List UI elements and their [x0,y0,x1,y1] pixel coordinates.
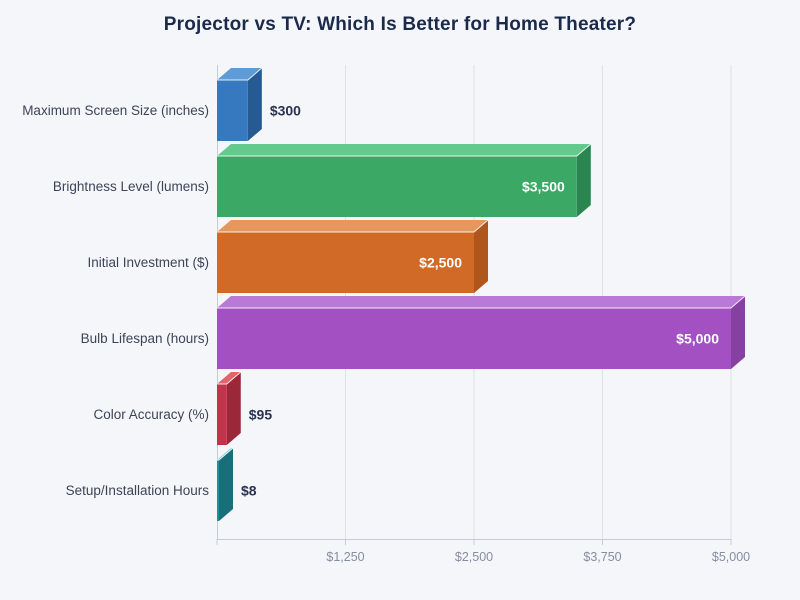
bar-front-face [217,232,474,293]
bar-top-face [217,372,241,384]
category-label-setup-installation-hours: Setup/Installation Hours [66,483,210,498]
value-label-color-accuracy: $95 [249,407,273,423]
bar-side-face [219,448,233,521]
bar-front-face [217,384,227,445]
x-tick-label-2: $3,750 [583,550,621,564]
value-label-setup-installation-hours: $8 [241,483,257,499]
bar-front-face [217,460,219,521]
bar-edge-highlight [217,371,242,385]
bar-front-face [217,80,248,141]
bar-side-face [474,220,488,293]
bar-front-face [217,308,731,369]
category-label-brightness-level-lumens: Brightness Level (lumens) [53,179,209,194]
x-tick-label-0: $1,250 [326,550,364,564]
bar-edge-highlight [217,143,592,157]
value-label-bulb-lifespan-hours: $5,000 [676,331,719,347]
bar-side-face [576,144,591,217]
value-label-maximum-screen-size-inches: $300 [270,103,301,119]
bar-color-accuracy[interactable] [217,371,242,445]
bar-edge-highlight [217,219,489,233]
bar-setup-installation-hours[interactable] [217,447,234,521]
bar-top-face [217,144,591,156]
bar-side-face [247,68,262,141]
bar-front-face [217,156,577,217]
bar-top-face [217,296,745,308]
value-label-initial-investment: $2,500 [419,255,462,271]
bar-side-face [731,296,745,369]
x-tick-label-3: $5,000 [712,550,750,564]
chart-title: Projector vs TV: Which Is Better for Hom… [163,14,637,35]
bar-top-face [217,220,488,232]
category-label-maximum-screen-size-inches: Maximum Screen Size (inches) [22,103,209,118]
bar-edge-highlight [217,67,263,81]
value-label-brightness-level-lumens: $3,500 [522,179,565,195]
bar-initial-investment[interactable] [217,219,489,293]
category-label-initial-investment: Initial Investment ($) [87,255,209,270]
bar-edge-highlight [217,295,746,309]
bar-bulb-lifespan-hours[interactable] [217,295,746,369]
category-label-color-accuracy: Color Accuracy (%) [93,407,209,422]
bar-maximum-screen-size-inches[interactable] [217,67,263,141]
bar-edge-highlight [217,447,234,461]
x-tick-label-1: $2,500 [455,550,493,564]
bar-brightness-level-lumens[interactable] [217,143,592,217]
bar-side-face [226,372,241,445]
category-label-bulb-lifespan-hours: Bulb Lifespan (hours) [81,331,209,346]
